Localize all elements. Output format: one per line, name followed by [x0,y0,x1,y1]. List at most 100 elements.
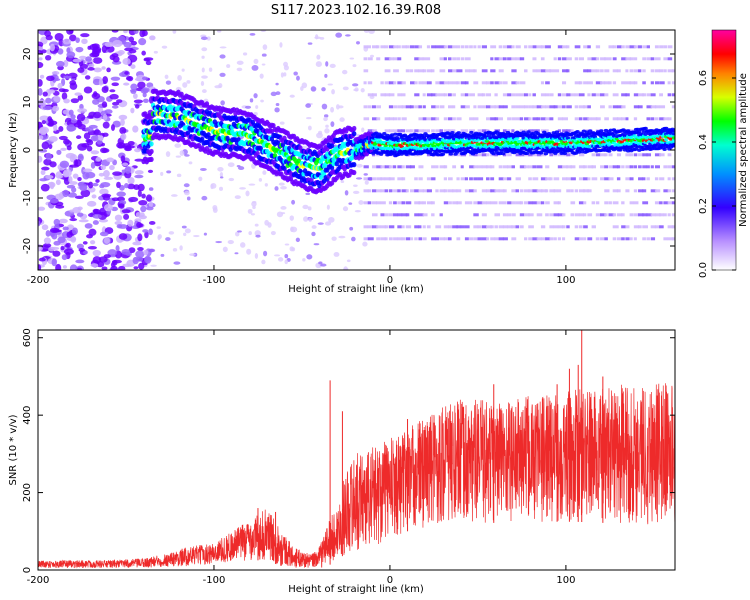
spectrogram-cell [638,213,644,217]
spectrogram-cell [566,225,570,229]
spectrogram-cell [460,225,465,229]
spectrogram-cell [502,57,507,61]
spectrogram-cell [401,81,406,85]
spectrogram-cell [570,165,576,169]
spectrogram-cell [528,237,534,241]
spectrogram-cell [587,237,593,241]
spectrogram-cell [663,117,669,121]
spectrogram-cell [352,131,357,137]
spectrogram-cell [464,57,471,61]
spectrogram-cell [250,213,255,216]
spectrogram-cell [646,177,650,181]
spectrogram-cell [263,250,268,257]
spectrogram-cell [481,225,487,229]
spectrogram-cell [469,165,475,169]
spectrogram-cell [414,45,420,49]
spectrogram-cell [549,225,554,229]
spectrogram-cell [62,226,69,231]
spectrogram-cell [587,93,591,97]
spectrogram-cell [629,237,633,241]
spectrogram-cell [557,57,562,61]
spectrogram-cell [549,177,553,181]
spectrogram-cell [528,165,534,169]
spectrogram-cell [247,208,253,214]
spectrogram-cell [234,195,241,200]
spectrogram-cell [46,75,55,82]
x-tick-label: 100 [556,275,575,286]
spectrogram-cell [562,93,568,97]
spectrogram-cell [671,93,675,97]
spectrogram-cell [61,254,68,261]
spectrogram-cell [452,69,457,73]
spectrogram-cell [388,201,393,205]
spectrogram-cell [583,138,588,142]
spectrogram-cell [545,69,551,73]
spectrogram-cell [532,189,538,193]
spectrogram-cell [161,45,168,49]
spectrogram-cell [280,206,287,210]
spectrogram-cell [179,245,183,251]
spectrogram-cell [363,237,370,241]
spectrogram-cell [477,105,482,109]
spectrogram-cell [45,34,53,41]
spectrogram-cell [58,125,64,132]
spectrogram-cell [87,186,96,193]
spectrogram-cell [405,45,410,49]
spectrogram-cell [612,105,618,109]
spectrogram-cell [275,91,281,96]
spectrogram-cell [128,196,139,203]
spectrogram-cell [179,150,185,156]
spectrogram-cell [642,189,647,193]
spectrogram-cell [148,228,153,236]
spectrogram-cell [371,129,377,133]
spectrogram-cell [519,105,525,109]
spectrogram-cell [494,81,500,85]
spectrogram-cell [173,261,181,265]
spectrogram-cell [327,83,333,86]
spectrogram-cell [545,237,551,241]
spectrogram-cell [393,105,398,109]
spectrogram-cell [521,136,526,140]
spectrogram-cell [528,189,533,193]
spectrogram-cell [69,34,77,42]
spectrogram-cell [331,89,335,95]
spectrogram-cell [490,45,497,49]
spectrogram-cell [464,129,469,133]
spectrogram-cell [519,129,524,133]
spectrogram-cell [369,54,375,58]
spectrogram-cell [133,266,139,270]
spectrogram-cell [659,201,663,205]
spectrogram-cell [134,174,144,179]
spectrogram-cell [63,138,70,145]
spectrogram-cell [600,69,604,73]
spectrogram-cell [367,189,372,193]
spectrogram-cell [443,129,450,133]
spectrogram-cell [667,117,672,121]
spectrogram-cell [629,57,634,61]
spectrogram-cell [141,50,146,56]
spectrogram-cell [69,154,75,163]
spectrogram-cell [633,201,639,205]
spectrogram-cell [553,225,559,229]
spectrogram-cell [426,201,433,205]
spectrogram-cell [566,165,572,169]
spectrogram-cell [77,143,88,151]
spectrogram-cell [38,155,43,163]
spectrogram-cell [671,69,675,73]
spectrogram-cell [481,81,488,85]
spectrogram-cell [75,37,80,44]
spectrogram-cell [77,94,84,101]
spectrogram-cell [494,105,501,109]
spectrogram-cell [289,246,294,252]
spectrogram-cell [595,237,600,241]
spectrogram-cell [545,45,551,49]
spectrogram-cell [491,152,496,156]
spectrogram-cell [201,47,208,52]
spectrogram-cell [448,69,453,73]
spectrogram-cell [414,57,420,61]
spectrogram-cell [236,67,243,72]
spectrogram-cell [600,165,605,169]
spectrogram-cell [456,225,462,229]
spectrogram-cell [473,225,479,229]
spectrogram-cell [384,57,391,61]
